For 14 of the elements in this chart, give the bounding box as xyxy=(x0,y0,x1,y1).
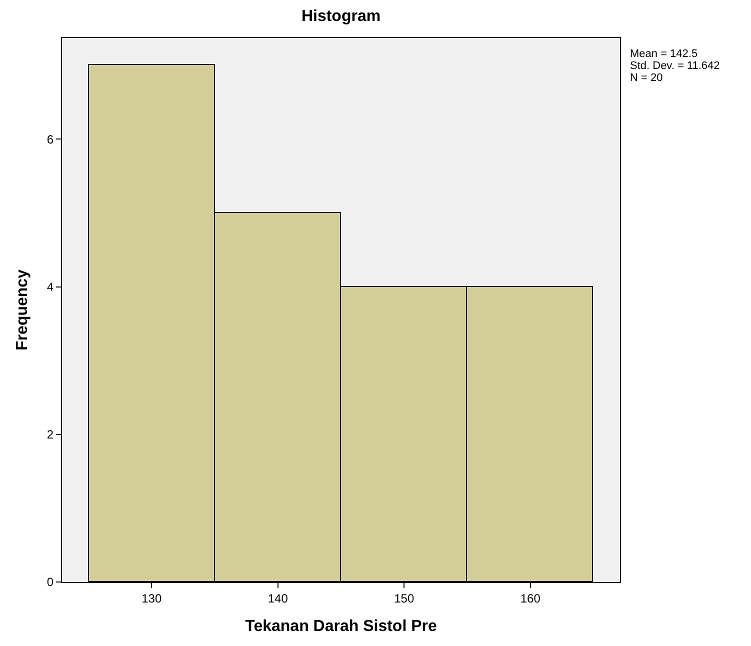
x-tick-label: 130 xyxy=(142,591,162,606)
y-tick-label: 6 xyxy=(46,132,54,146)
x-tick-label: 140 xyxy=(268,591,288,606)
y-tick-label: 4 xyxy=(46,280,54,294)
text: Mean = 142.5 xyxy=(630,48,698,60)
y-tick-label: 2 xyxy=(46,428,54,442)
y-tick-label: 0 xyxy=(46,575,54,590)
chart-title: Histogram xyxy=(301,8,381,25)
x-axis-title: Tekanan Darah Sistol Pre xyxy=(245,618,437,636)
x-tick-label: 160 xyxy=(520,591,541,606)
y-axis-title: Frequency xyxy=(14,269,31,350)
text: Std. Dev. = 11.642 xyxy=(630,60,720,72)
x-tick-label: 150 xyxy=(394,591,414,606)
text: N = 20 xyxy=(630,72,663,84)
